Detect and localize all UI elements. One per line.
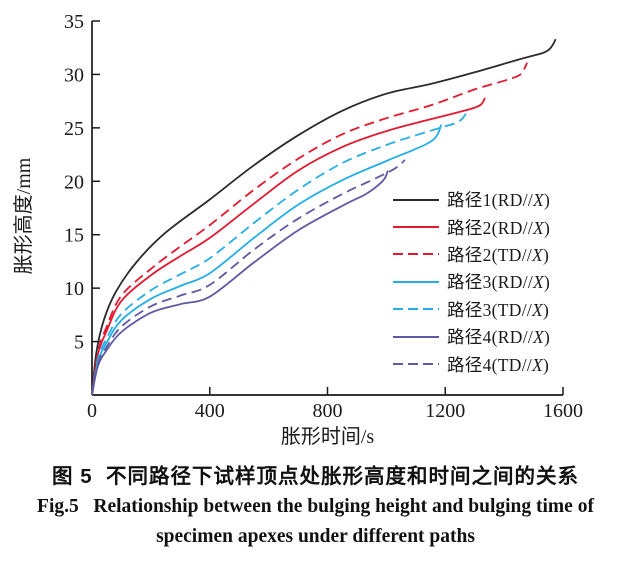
legend-label: 路径4(TD//X) xyxy=(447,354,550,375)
y-tick-label: 30 xyxy=(64,64,84,86)
x-tick-label: 800 xyxy=(313,400,343,422)
legend-item-5: 路径3(TD//X) xyxy=(393,296,550,323)
legend-label: 路径2(TD//X) xyxy=(447,244,550,265)
legend-item-2: 路径2(RD//X) xyxy=(393,213,550,240)
caption-chinese: 图 5 不同路径下试样顶点处胀形高度和时间之间的关系 xyxy=(52,465,579,488)
legend-item-4: 路径3(RD//X) xyxy=(393,268,550,295)
legend-item-1: 路径1(RD//X) xyxy=(393,186,550,213)
y-tick-label: 35 xyxy=(64,11,84,33)
curve-3tdx xyxy=(91,111,468,396)
caption-english-line1: Fig.5 Relationship between the bulging h… xyxy=(37,496,594,517)
y-tick-label: 5 xyxy=(74,332,84,354)
legend-line-swatch xyxy=(393,335,439,338)
legend-label: 路径1(RD//X) xyxy=(447,190,551,211)
curve-2tdx xyxy=(91,62,528,396)
y-tick-label: 10 xyxy=(64,278,84,300)
curve-4rdx xyxy=(91,170,389,396)
legend-line-swatch xyxy=(393,198,439,201)
legend-item-3: 路径2(TD//X) xyxy=(393,241,550,268)
curve-4tdx xyxy=(91,159,406,396)
x-tick-label: 400 xyxy=(195,400,225,422)
legend-label: 路径2(RD//X) xyxy=(447,217,551,238)
legend-line-swatch xyxy=(393,253,439,256)
legend-label: 路径3(RD//X) xyxy=(447,272,551,293)
chart-canvas: 5 10 15 20 25 30 35 0 400 800 1200 1600 胀形时间/s 胀形高度/m… xyxy=(12,11,583,448)
x-tick-label: 1600 xyxy=(543,400,583,422)
figure-caption: 图 5 不同路径下试样顶点处胀形高度和时间之间的关系 Fig.5 Relatio… xyxy=(0,462,631,552)
x-tick-label: 1200 xyxy=(425,400,465,422)
x-tick-label: 0 xyxy=(87,400,97,422)
y-axis-title: 胀形高度/mm xyxy=(12,157,35,274)
curve-3rdx xyxy=(91,124,442,396)
legend-item-6: 路径4(RD//X) xyxy=(393,323,550,350)
legend-line-swatch xyxy=(393,308,439,311)
caption-english-line2: specimen apexes under different paths xyxy=(156,526,475,547)
curve-1rdx xyxy=(91,38,557,396)
y-tick-label: 25 xyxy=(64,118,84,140)
legend-line-swatch xyxy=(393,363,439,365)
y-tick-label: 15 xyxy=(64,225,84,247)
legend-item-7: 路径4(TD//X) xyxy=(393,350,550,377)
legend-line-swatch xyxy=(393,226,439,229)
curve-2rdx xyxy=(91,97,486,396)
chart-legend: 路径1(RD//X) 路径2(RD//X) 路径2(TD//X) 路径3(RD//X)… xyxy=(393,186,550,378)
legend-label: 路径4(RD//X) xyxy=(447,327,551,348)
legend-line-swatch xyxy=(393,280,439,283)
legend-label: 路径3(TD//X) xyxy=(447,299,550,320)
y-tick-label: 20 xyxy=(64,171,84,193)
x-axis-title: 胀形时间/s xyxy=(281,425,375,448)
